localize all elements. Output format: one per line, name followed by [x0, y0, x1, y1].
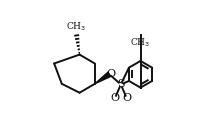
Text: O: O	[111, 93, 120, 103]
Text: O: O	[122, 93, 131, 103]
Text: S: S	[117, 80, 125, 89]
Text: O: O	[106, 69, 115, 79]
Polygon shape	[95, 72, 111, 84]
Text: CH$_3$: CH$_3$	[130, 37, 151, 49]
Text: CH$_3$: CH$_3$	[66, 21, 86, 33]
